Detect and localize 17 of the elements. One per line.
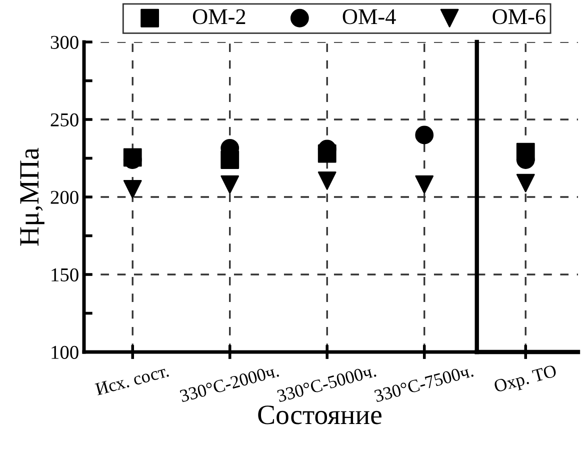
point	[415, 175, 434, 194]
y-axis-title: Hμ,МПа	[20, 148, 44, 246]
y-tick-label: 300	[50, 36, 78, 49]
y-tick-label: 250	[50, 113, 78, 126]
x-tick-label: Исх. сост.	[94, 364, 170, 396]
legend-label: OM-4	[342, 9, 396, 24]
point	[220, 175, 240, 194]
x-axis-title: Состояние	[258, 406, 382, 424]
point	[123, 180, 142, 198]
x-tick-label: Охр. ТО	[493, 364, 558, 396]
point	[318, 172, 336, 190]
legend-label: OM-6	[492, 9, 546, 24]
y-tick-label: 150	[52, 268, 78, 282]
y-tick-label: 100	[52, 346, 78, 359]
point	[415, 126, 434, 144]
y-tick-label: 200	[50, 190, 78, 204]
legend-label: OM-2	[192, 9, 246, 24]
